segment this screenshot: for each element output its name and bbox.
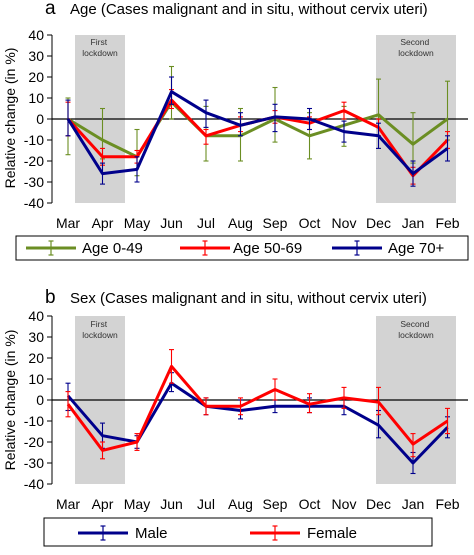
x-tick-label: May [124,215,150,231]
legend: Age 0-49 Age 50-69 Age 70+ [26,240,445,257]
series-line [66,364,449,452]
panel-letter: b [45,287,56,308]
y-tick-label: -40 [24,195,44,211]
first-lockdown-label: First lockdown [82,319,118,340]
series-group [65,349,450,475]
x-tick-label: Apr [92,215,114,231]
first-lockdown-label: First lockdown [82,37,118,58]
legend-entry: Age 0-49 [26,240,143,257]
x-tick-label: Dec [366,215,391,231]
legend-box [15,235,469,261]
x-tick-label: Nov [332,496,357,512]
x-tick-label: Jan [402,496,425,512]
panel-letter: a [45,0,56,19]
x-tick-label: Jun [160,496,183,512]
series-group [65,65,450,187]
legend-entry: Age 70+ [332,240,445,257]
legend: Male Female [78,525,357,542]
y-tick-label: 10 [28,371,44,387]
series-line [66,381,449,465]
second-lockdown-label-line1: Second [400,37,429,47]
x-tick-label: May [124,496,150,512]
y-axis-label: Relative change (in %) [2,48,18,189]
y-tick-label: 30 [28,48,44,64]
y-tick-label: -20 [24,153,44,169]
y-axis-ticks: 40 30 20 10 0 -10 -20 -30 -40 [24,308,52,492]
chart-title: Sex (Cases malignant and in situ, withou… [70,290,427,307]
panel-b: b Sex (Cases malignant and in situ, with… [2,287,468,547]
y-tick-label: 30 [28,329,44,345]
x-tick-label: Feb [435,215,459,231]
legend-entry: Male [78,525,168,542]
x-axis-ticks: Mar Apr May Jun Jul Aug Sep Oct Nov Dec Jan Feb [56,496,460,512]
y-tick-label: 10 [28,90,44,106]
first-lockdown-label-line1: First [91,37,108,47]
x-tick-label: Nov [332,215,357,231]
second-lockdown-label-line2: lockdown [398,330,434,340]
second-lockdown-label-line2: lockdown [398,48,434,58]
y-tick-label: 40 [28,27,44,43]
y-tick-label: 0 [36,111,44,127]
x-tick-label: Jan [402,215,425,231]
x-axis-ticks: Mar Apr May Jun Jul Aug Sep Oct Nov Dec Jan Feb [56,215,460,231]
x-tick-label: Jun [160,215,183,231]
x-tick-label: Sep [263,496,288,512]
y-tick-label: 0 [36,392,44,408]
legend-entry: Age 50-69 [180,240,302,257]
x-tick-label: Sep [263,215,288,231]
chart-title: Age (Cases malignant and in situ, withou… [70,1,428,18]
y-tick-label: -30 [24,174,44,190]
y-axis-label: Relative change (in %) [2,330,18,471]
legend-label: Age 0-49 [82,240,143,257]
second-lockdown-label: Second lockdown [398,319,434,340]
legend-entry: Female [250,525,357,542]
y-tick-label: -10 [24,413,44,429]
x-tick-label: Oct [299,215,321,231]
x-tick-label: Dec [366,496,391,512]
panel-a: a Age (Cases malignant and in situ, with… [2,0,469,261]
second-lockdown-label-line1: Second [400,319,429,329]
x-tick-label: Feb [435,496,459,512]
first-lockdown-label-line2: lockdown [82,48,118,58]
y-tick-label: -10 [24,132,44,148]
y-axis-ticks: 40 30 20 10 0 -10 -20 -30 -40 [24,27,52,211]
x-tick-label: Aug [228,215,253,231]
x-tick-label: Mar [56,215,80,231]
first-lockdown-label-line1: First [91,319,108,329]
legend-label: Age 70+ [388,240,445,257]
x-tick-label: Aug [228,496,253,512]
legend-label: Male [135,525,168,542]
second-lockdown-label: Second lockdown [398,37,434,58]
y-tick-label: -20 [24,434,44,450]
first-lockdown-label-line2: lockdown [82,330,118,340]
y-tick-label: 20 [28,350,44,366]
series-line [66,90,449,176]
x-tick-label: Jul [197,215,215,231]
series-female [65,349,450,460]
legend-label: Female [307,525,357,542]
series-line [67,100,449,159]
y-tick-label: -30 [24,455,44,471]
x-tick-label: Mar [56,496,80,512]
x-tick-label: Jul [197,496,215,512]
x-tick-label: Apr [92,496,114,512]
series-age-70- [65,76,450,187]
y-tick-label: 20 [28,69,44,85]
y-tick-label: -40 [24,476,44,492]
y-tick-label: 40 [28,308,44,324]
x-tick-label: Oct [299,496,321,512]
legend-label: Age 50-69 [233,240,302,257]
